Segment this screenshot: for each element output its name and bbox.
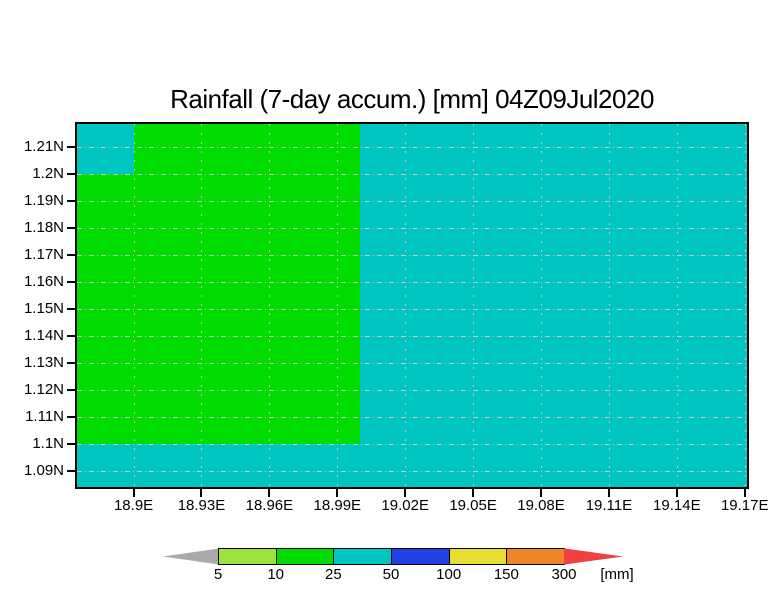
x-tick-mark	[404, 489, 407, 497]
gridline-horizontal	[77, 227, 747, 229]
gridline-horizontal	[77, 443, 747, 445]
y-tick-mark	[67, 199, 75, 202]
gridline-vertical	[541, 124, 543, 487]
gridline-vertical	[405, 124, 407, 487]
y-tick-mark	[67, 253, 75, 256]
colorbar-segment	[448, 548, 508, 565]
gridline-vertical	[337, 124, 339, 487]
y-tick-mark	[67, 226, 75, 229]
y-tick-mark	[67, 145, 75, 148]
colorbar-unit-label: [mm]	[600, 566, 634, 583]
x-tick-label: 18.93E	[177, 497, 226, 514]
gridline-horizontal	[77, 362, 747, 364]
y-tick-label: 1.1N	[32, 434, 64, 452]
gridline-horizontal	[77, 335, 747, 337]
y-tick-label: 1.17N	[23, 245, 64, 263]
y-tick-mark	[67, 307, 75, 310]
colorbar-segment	[275, 548, 335, 565]
y-tick-label: 1.21N	[23, 137, 64, 155]
gridline-vertical	[473, 124, 475, 487]
gridline-vertical	[608, 124, 610, 487]
colorbar-below-min-arrow	[163, 548, 218, 565]
y-tick-mark	[67, 442, 75, 445]
x-tick-label: 19.05E	[449, 497, 497, 514]
gridline-horizontal	[77, 389, 747, 391]
gridline-vertical	[744, 124, 746, 487]
colorbar-tick-label: 5	[213, 566, 223, 583]
y-tick-label: 1.18N	[23, 218, 64, 236]
y-tick-label: 1.13N	[23, 353, 64, 371]
y-tick-mark	[67, 415, 75, 418]
gridline-horizontal	[77, 173, 747, 175]
y-tick-mark	[67, 469, 75, 472]
y-tick-mark	[67, 280, 75, 283]
gridline-horizontal	[77, 416, 747, 418]
gridline-horizontal	[77, 146, 747, 148]
colorbar-above-max-arrow	[564, 548, 623, 565]
colorbar-segment	[218, 548, 277, 565]
y-tick-label: 1.19N	[23, 191, 64, 209]
colorbar-segment	[391, 548, 450, 565]
gridline-horizontal	[77, 470, 747, 472]
x-tick-mark	[268, 489, 271, 497]
x-tick-label: 19.17E	[720, 497, 769, 514]
gridline-vertical	[133, 124, 135, 487]
y-tick-mark	[67, 334, 75, 337]
x-tick-label: 18.9E	[113, 497, 154, 514]
y-tick-label: 1.14N	[23, 326, 64, 344]
x-tick-mark	[675, 489, 678, 497]
y-tick-mark	[67, 361, 75, 364]
x-tick-label: 19.08E	[517, 497, 565, 514]
gridline-horizontal	[77, 254, 747, 256]
colorbar-tick-label: 100	[436, 566, 462, 583]
gridline-vertical	[676, 124, 678, 487]
colorbar-tick-label: 150	[493, 566, 519, 583]
y-tick-label: 1.15N	[23, 299, 64, 317]
x-tick-label: 19.02E	[381, 497, 429, 514]
colorbar-segment	[506, 548, 565, 565]
region-corner-25-50mm	[77, 124, 134, 174]
y-tick-mark	[67, 388, 75, 391]
colorbar-tick-label: 25	[324, 566, 342, 583]
x-tick-label: 18.96E	[245, 497, 294, 514]
gridline-vertical	[269, 124, 271, 487]
x-tick-label: 18.99E	[313, 497, 362, 514]
x-tick-mark	[132, 489, 135, 497]
x-tick-mark	[200, 489, 203, 497]
x-tick-label: 19.11E	[585, 497, 633, 514]
x-tick-label: 19.14E	[653, 497, 701, 514]
y-tick-label: 1.09N	[23, 461, 64, 479]
gridline-horizontal	[77, 308, 747, 310]
colorbar-tick-label: 300	[551, 566, 577, 583]
y-tick-label: 1.16N	[23, 272, 64, 290]
x-tick-mark	[607, 489, 610, 497]
x-tick-mark	[540, 489, 543, 497]
x-tick-mark	[472, 489, 475, 497]
gridline-vertical	[201, 124, 203, 487]
y-tick-label: 1.12N	[23, 380, 64, 398]
gridline-horizontal	[77, 200, 747, 202]
y-tick-mark	[67, 172, 75, 175]
x-tick-mark	[336, 489, 339, 497]
colorbar-segment	[333, 548, 392, 565]
plot-area	[75, 122, 749, 489]
colorbar-tick-label: 50	[382, 566, 400, 583]
y-tick-label: 1.2N	[32, 164, 64, 182]
x-tick-mark	[743, 489, 746, 497]
y-tick-label: 1.11N	[25, 407, 64, 425]
colorbar-tick-label: 10	[267, 566, 284, 583]
chart-title: Rainfall (7-day accum.) [mm] 04Z09Jul202…	[170, 84, 654, 114]
gridline-horizontal	[77, 281, 747, 283]
